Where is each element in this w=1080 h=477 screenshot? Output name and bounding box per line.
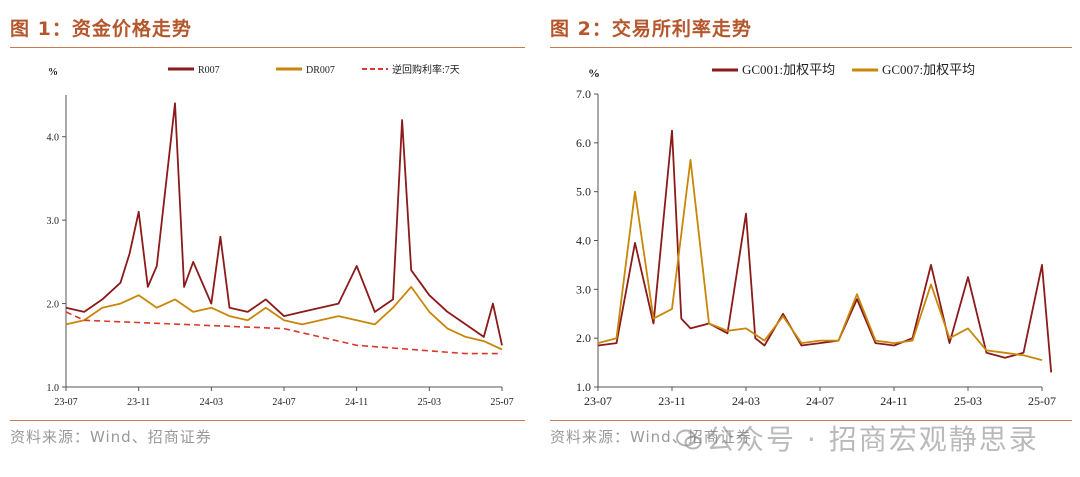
wechat-icon	[676, 429, 702, 450]
x-tick-label: 25-07	[490, 397, 513, 408]
y-tick-label: 7.0	[576, 87, 591, 101]
x-tick-label: 23-11	[658, 394, 686, 408]
figure-2-title: 图 2：交易所利率走势	[550, 18, 752, 40]
series-line-1	[65, 285, 503, 351]
x-tick-label: 23-07	[54, 397, 77, 408]
series-line-0	[597, 129, 1053, 373]
x-tick-label: 23-07	[584, 394, 612, 408]
legend-label-2: 逆回购利率:7天	[392, 63, 460, 76]
x-tick-label: 24-07	[806, 394, 834, 408]
y-axis-unit-label: %	[588, 66, 600, 80]
x-tick-label: 23-11	[127, 397, 150, 408]
x-tick-label: 24-03	[200, 397, 223, 408]
figure-1-bottom-rule	[10, 420, 525, 421]
watermark-text: 公众号 · 招商宏观静思录	[706, 423, 1039, 456]
figure-1-panel: 图 1：资金价格走势 1.0 2.0 3.0 4.0 23-07 23-11 24-03 24…	[10, 0, 525, 477]
y-tick-label: 3.0	[47, 216, 60, 227]
y-tick-label: 4.0	[576, 234, 591, 248]
y-tick-label: 1.0	[576, 380, 591, 394]
y-tick-label: 6.0	[576, 136, 591, 150]
x-tick-label: 24-07	[272, 397, 295, 408]
legend-label-0: GC001:加权平均	[742, 62, 835, 77]
figure-1-title: 图 1：资金价格走势	[10, 18, 192, 40]
x-tick-label: 24-11	[345, 397, 368, 408]
legend-label-0: R007	[198, 65, 220, 76]
legend-label-1: GC007:加权平均	[882, 62, 975, 77]
figure-2-panel: 图 2：交易所利率走势 1.0 2.0 3.0 4.0 5.0 6.0 7.0 23-07 23…	[550, 0, 1072, 477]
watermark: 公众号 · 招商宏观静思录	[676, 418, 1039, 458]
figure-1-top-rule	[10, 47, 525, 48]
x-tick-label: 24-03	[732, 394, 760, 408]
x-tick-label: 25-03	[418, 397, 441, 408]
figure-1-source: 资料来源：Wind、招商证券	[10, 428, 212, 446]
figure-1-chart: 1.0 2.0 3.0 4.0 23-07 23-11 24-03 24-07 24-11 25-…	[47, 63, 514, 408]
y-tick-label: 2.0	[576, 331, 591, 345]
y-tick-label: 5.0	[576, 185, 591, 199]
y-axis-unit-label: %	[48, 67, 58, 78]
legend-label-1: DR007	[306, 65, 335, 76]
y-tick-label: 3.0	[576, 282, 591, 296]
figure-2-chart: 1.0 2.0 3.0 4.0 5.0 6.0 7.0 23-07 23-11 24-03 24-0…	[576, 62, 1056, 408]
figure-2-bottom-rule	[550, 420, 1072, 421]
y-tick-label: 2.0	[47, 300, 60, 311]
series-line-1	[597, 159, 1043, 361]
figure-2-top-rule	[550, 47, 1072, 48]
x-tick-label: 25-07	[1028, 394, 1056, 408]
y-tick-label: 4.0	[47, 133, 60, 144]
x-tick-label: 25-03	[954, 394, 982, 408]
y-tick-label: 1.0	[47, 383, 60, 394]
series-line-0	[65, 102, 503, 346]
x-tick-label: 24-11	[880, 394, 908, 408]
